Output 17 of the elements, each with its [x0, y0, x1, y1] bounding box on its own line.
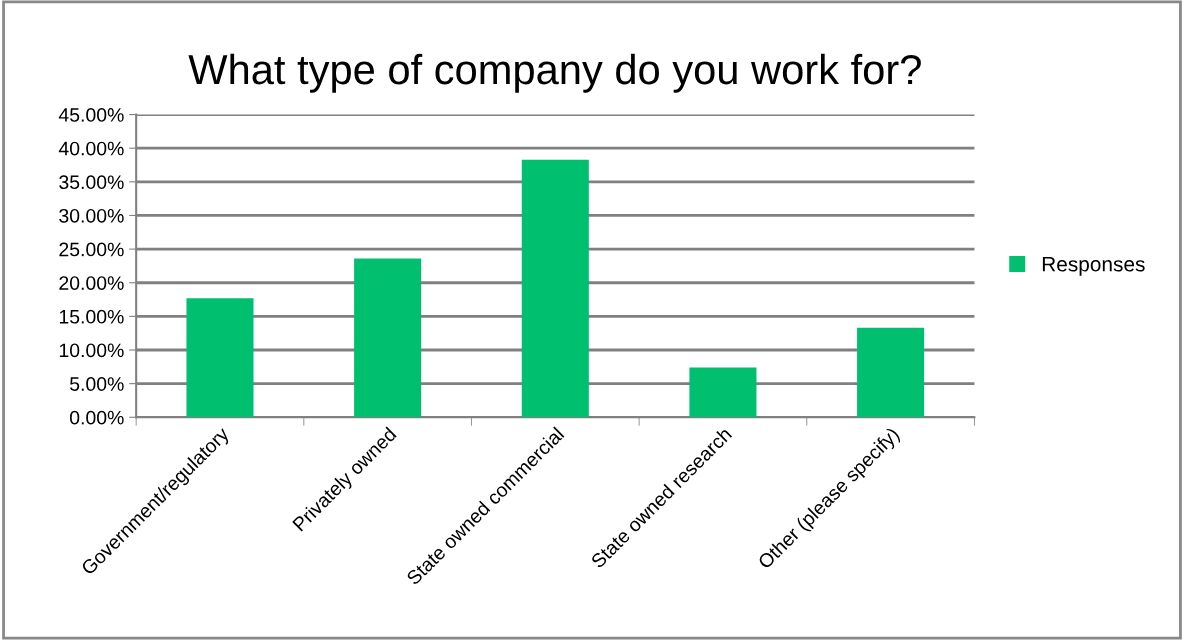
y-tick-label: 20.00%: [59, 276, 124, 290]
bar: [857, 327, 925, 418]
y-tick-label: 15.00%: [59, 309, 124, 324]
y-tick-label: 10.00%: [59, 343, 124, 358]
bar: [521, 159, 589, 418]
y-tick-label: 25.00%: [59, 242, 124, 257]
bar: [354, 258, 422, 418]
y-tick-label: 40.00%: [58, 141, 124, 156]
y-tick-label: 0.00%: [69, 410, 124, 425]
y-tick-label: 5.00%: [70, 377, 124, 391]
legend-label: Responses: [1042, 256, 1145, 276]
chart-title: What type of company do you work for?: [188, 53, 921, 93]
y-tick-label: 35.00%: [59, 175, 124, 190]
y-tick-label: 45.00%: [58, 108, 124, 122]
bar: [689, 367, 757, 418]
y-tick-label: 30.00%: [59, 208, 124, 223]
bar: [186, 298, 254, 418]
